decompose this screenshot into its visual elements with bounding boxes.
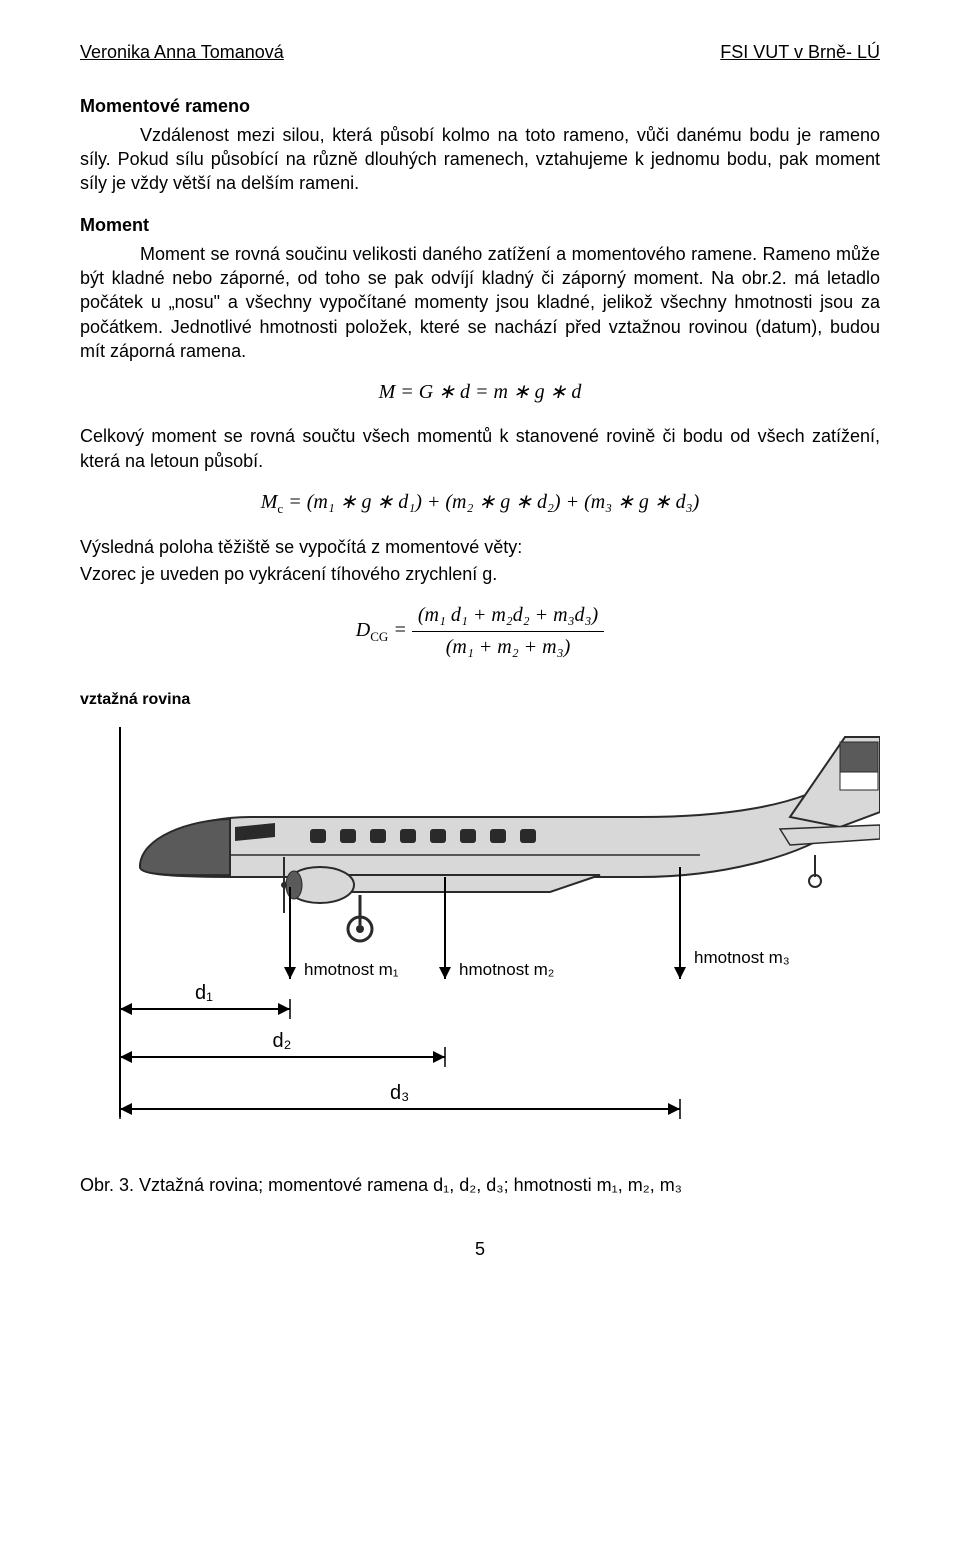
- svg-text:hmotnost m₂: hmotnost m₂: [459, 960, 554, 979]
- page-number: 5: [80, 1237, 880, 1261]
- figure-aircraft-moments: hmotnost m₁ hmotnost m₂ hmotnost m₃ d₁ d₂ d₃: [80, 717, 880, 1143]
- formula-moment-basic: M = G ∗ d = m ∗ g ∗ d: [80, 379, 880, 406]
- header-institution: FSI VUT v Brně- LÚ: [720, 40, 880, 64]
- figure-label-vztazna-rovina: vztažná rovina: [80, 689, 880, 711]
- svg-text:hmotnost m₃: hmotnost m₃: [694, 948, 790, 967]
- figure-caption: Obr. 3. Vztažná rovina; momentové ramena…: [80, 1173, 880, 1197]
- formula-dcg: DCG = (m₁ d₁ + m₂d₂ + m₃d₃) (m₁ + m₂ + m…: [80, 602, 880, 661]
- para-momentove-rameno: Vzdálenost mezi silou, která působí kolm…: [80, 123, 880, 196]
- section-title-momentove-rameno: Momentové rameno: [80, 94, 880, 118]
- para-vysledna-poloha-a: Výsledná poloha těžiště se vypočítá z mo…: [80, 535, 880, 559]
- section-title-moment: Moment: [80, 213, 880, 237]
- para-vysledna-poloha-b: Vzorec je uveden po vykrácení tíhového z…: [80, 562, 880, 586]
- svg-text:d₃: d₃: [390, 1082, 409, 1104]
- para-moment: Moment se rovná součinu velikosti daného…: [80, 242, 880, 363]
- para-celkovy-moment: Celkový moment se rovná součtu všech mom…: [80, 424, 880, 473]
- header-author: Veronika Anna Tomanová: [80, 40, 284, 64]
- aircraft-diagram-svg: hmotnost m₁ hmotnost m₂ hmotnost m₃ d₁ d₂ d₃: [80, 717, 880, 1137]
- svg-text:d₂: d₂: [273, 1030, 292, 1052]
- page-header: Veronika Anna Tomanová FSI VUT v Brně- L…: [80, 40, 880, 64]
- svg-text:d₁: d₁: [195, 982, 213, 1004]
- formula-moment-sum: Mc = (m₁ ∗ g ∗ d₁) + (m₂ ∗ g ∗ d₂) + (m₃…: [80, 489, 880, 518]
- svg-text:hmotnost m₁: hmotnost m₁: [304, 960, 399, 979]
